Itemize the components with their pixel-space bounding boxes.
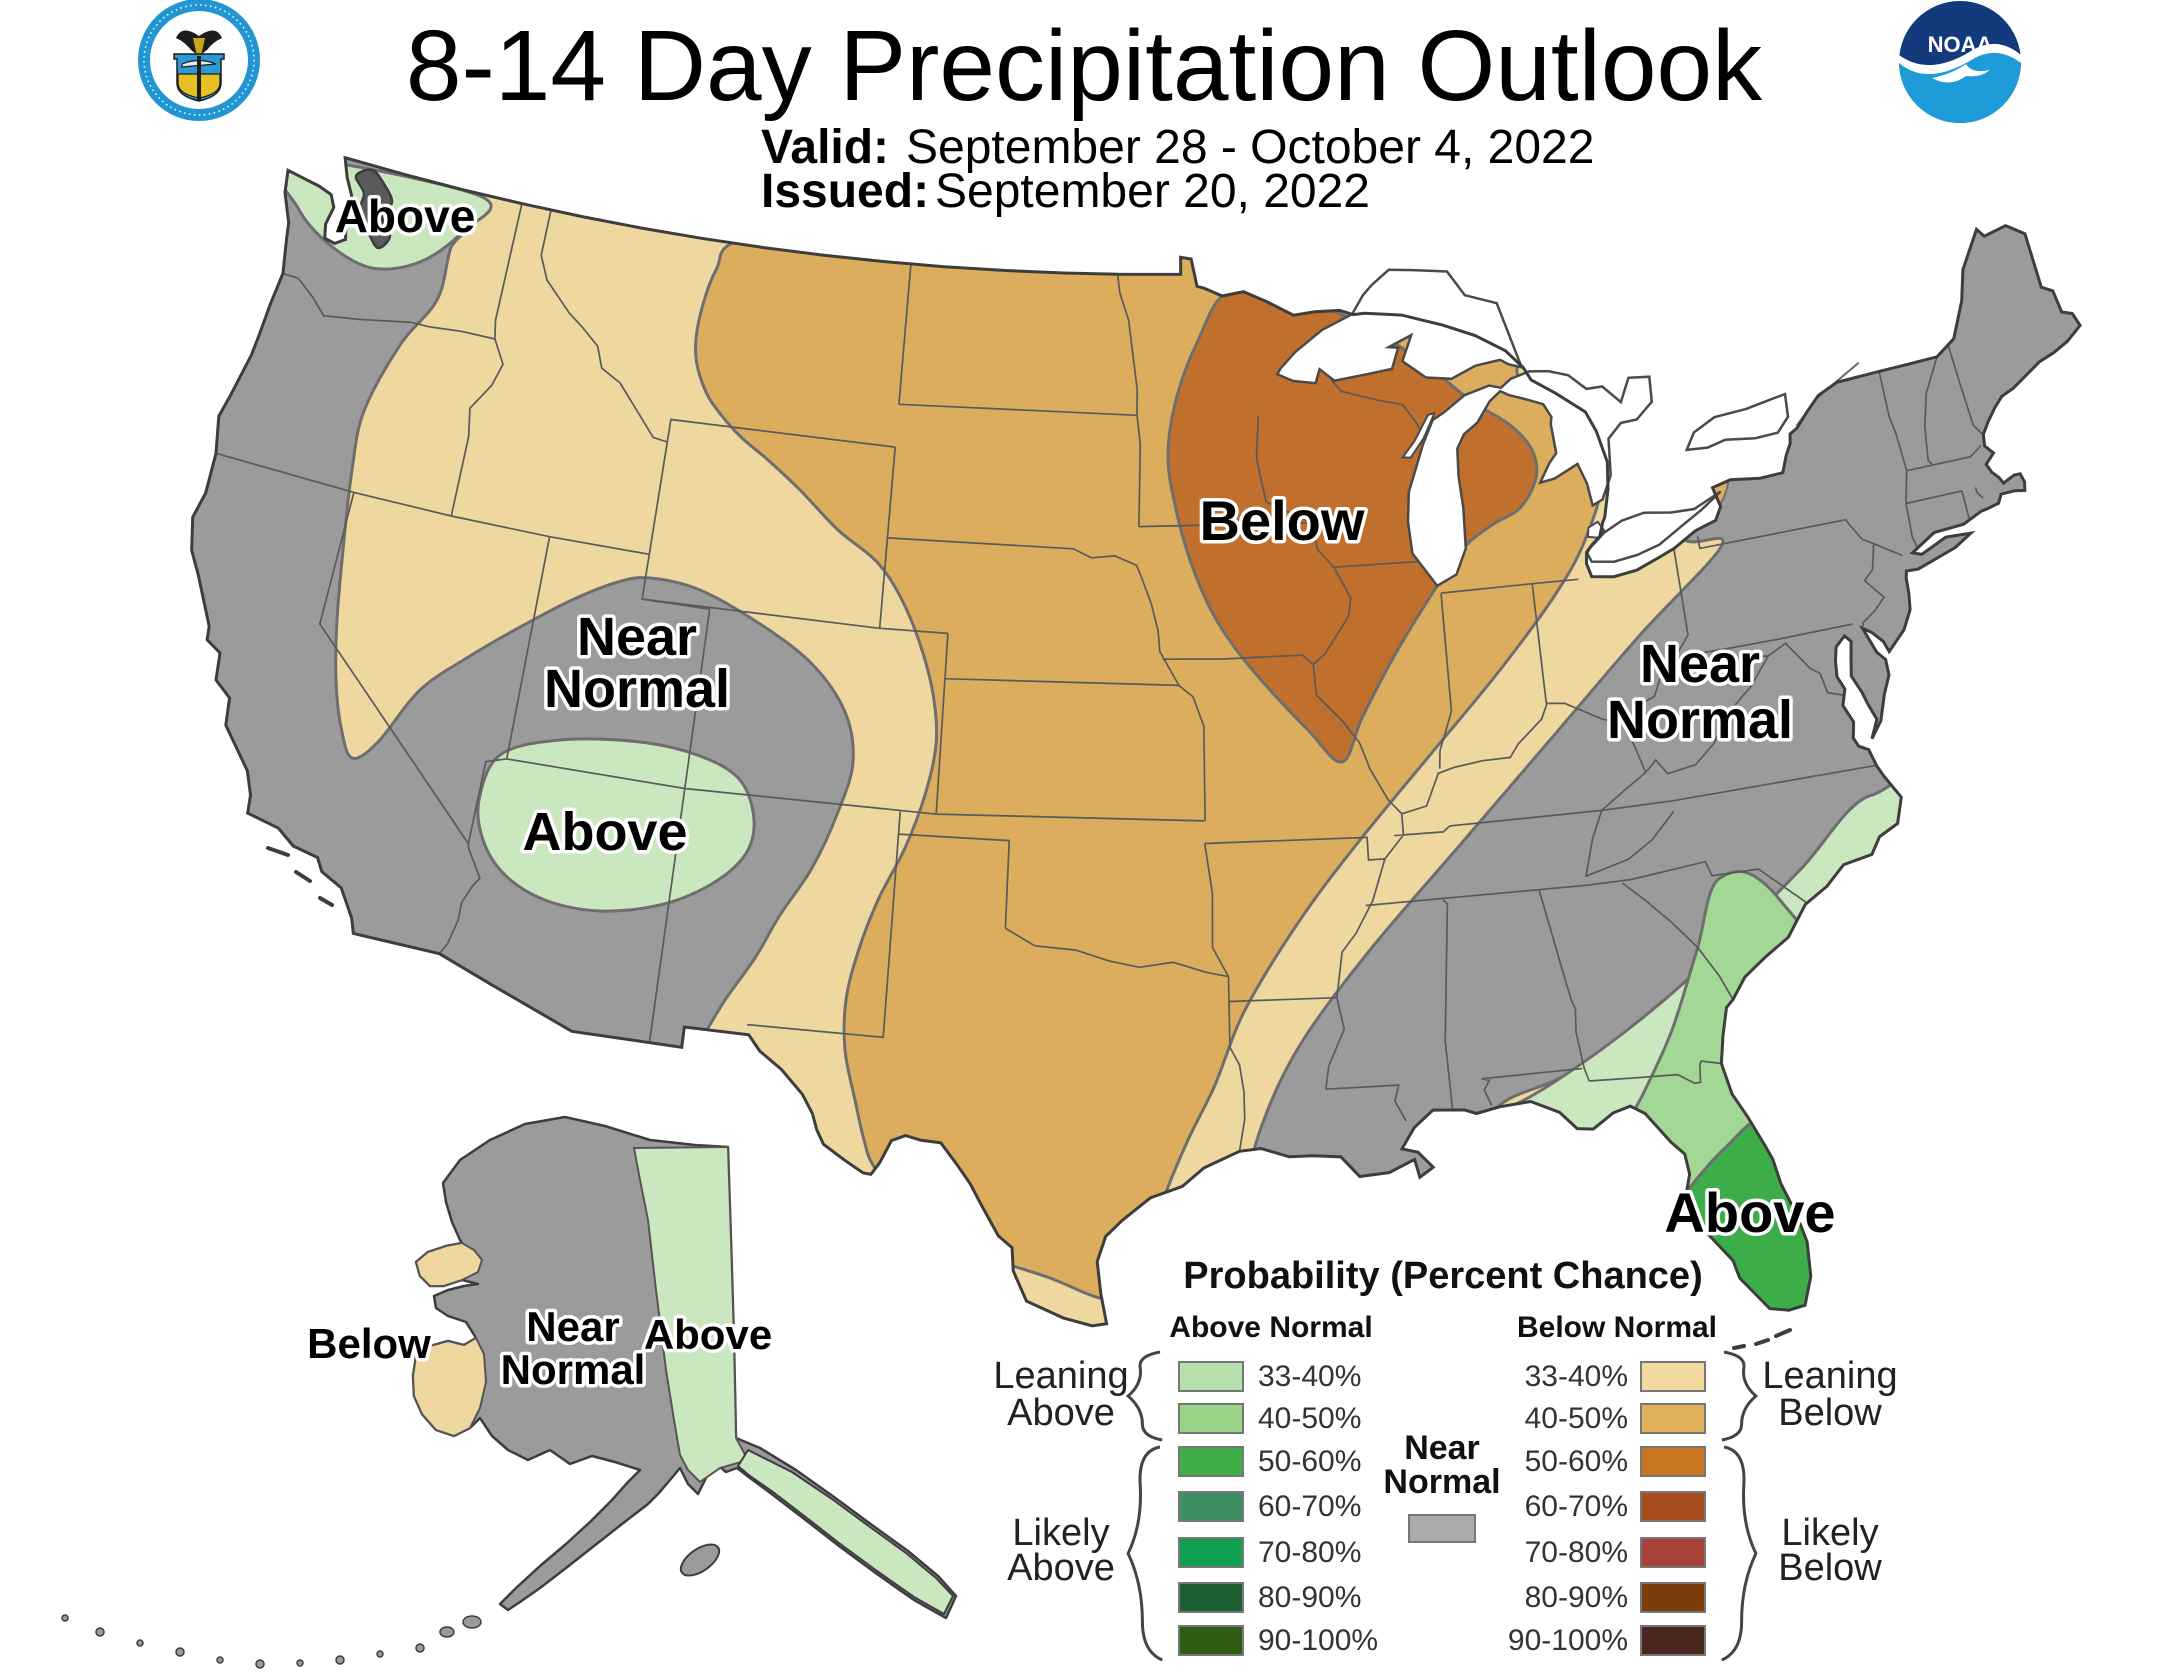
svg-text:Normal: Normal xyxy=(544,659,730,719)
svg-text:Below: Below xyxy=(1778,1392,1882,1434)
svg-text:50-60%: 50-60% xyxy=(1258,1445,1361,1478)
svg-text:Valid:: Valid: xyxy=(761,121,889,174)
svg-text:Above: Above xyxy=(335,190,476,242)
svg-text:33-40%: 33-40% xyxy=(1525,1360,1628,1393)
svg-text:60-70%: 60-70% xyxy=(1258,1490,1361,1523)
svg-text:Above: Above xyxy=(1664,1181,1835,1244)
svg-text:NOAA: NOAA xyxy=(1928,32,1993,57)
svg-text:90-100%: 90-100% xyxy=(1258,1624,1378,1657)
svg-text:40-50%: 40-50% xyxy=(1258,1402,1361,1435)
svg-text:Normal: Normal xyxy=(1607,690,1793,750)
svg-text:33-40%: 33-40% xyxy=(1258,1360,1361,1393)
svg-text:8-14 Day Precipitation Outlook: 8-14 Day Precipitation Outlook xyxy=(406,10,1763,122)
svg-text:Above: Above xyxy=(1007,1547,1115,1589)
svg-text:60-70%: 60-70% xyxy=(1525,1490,1628,1523)
svg-text:Near: Near xyxy=(1640,634,1760,694)
svg-text:Above: Above xyxy=(644,1311,772,1358)
svg-text:Probability (Percent Chance): Probability (Percent Chance) xyxy=(1183,1255,1702,1297)
svg-text:Below Normal: Below Normal xyxy=(1517,1311,1717,1344)
svg-text:Above: Above xyxy=(522,802,687,862)
svg-text:Above: Above xyxy=(1007,1392,1115,1434)
svg-text:50-60%: 50-60% xyxy=(1525,1445,1628,1478)
svg-text:Leaning: Leaning xyxy=(1762,1355,1897,1397)
svg-text:Below: Below xyxy=(307,1320,431,1367)
svg-text:Above Normal: Above Normal xyxy=(1169,1311,1372,1344)
svg-text:September 20, 2022: September 20, 2022 xyxy=(935,165,1370,218)
svg-text:Near: Near xyxy=(1404,1429,1480,1467)
svg-text:Issued:: Issued: xyxy=(761,165,929,218)
svg-text:Normal: Normal xyxy=(501,1346,646,1393)
svg-text:40-50%: 40-50% xyxy=(1525,1402,1628,1435)
svg-text:80-90%: 80-90% xyxy=(1525,1581,1628,1614)
svg-text:Near: Near xyxy=(526,1303,619,1350)
svg-text:Likely: Likely xyxy=(1012,1512,1109,1554)
svg-text:Below: Below xyxy=(1778,1547,1882,1589)
svg-text:Normal: Normal xyxy=(1383,1463,1500,1501)
svg-text:90-100%: 90-100% xyxy=(1508,1624,1628,1657)
svg-text:70-80%: 70-80% xyxy=(1525,1536,1628,1569)
svg-text:September 28 - October 4, 2022: September 28 - October 4, 2022 xyxy=(906,121,1594,174)
svg-text:80-90%: 80-90% xyxy=(1258,1581,1361,1614)
svg-text:Leaning: Leaning xyxy=(993,1355,1128,1397)
svg-text:Below: Below xyxy=(1200,489,1365,552)
svg-text:Likely: Likely xyxy=(1781,1512,1878,1554)
svg-text:70-80%: 70-80% xyxy=(1258,1536,1361,1569)
svg-text:Near: Near xyxy=(577,607,697,667)
